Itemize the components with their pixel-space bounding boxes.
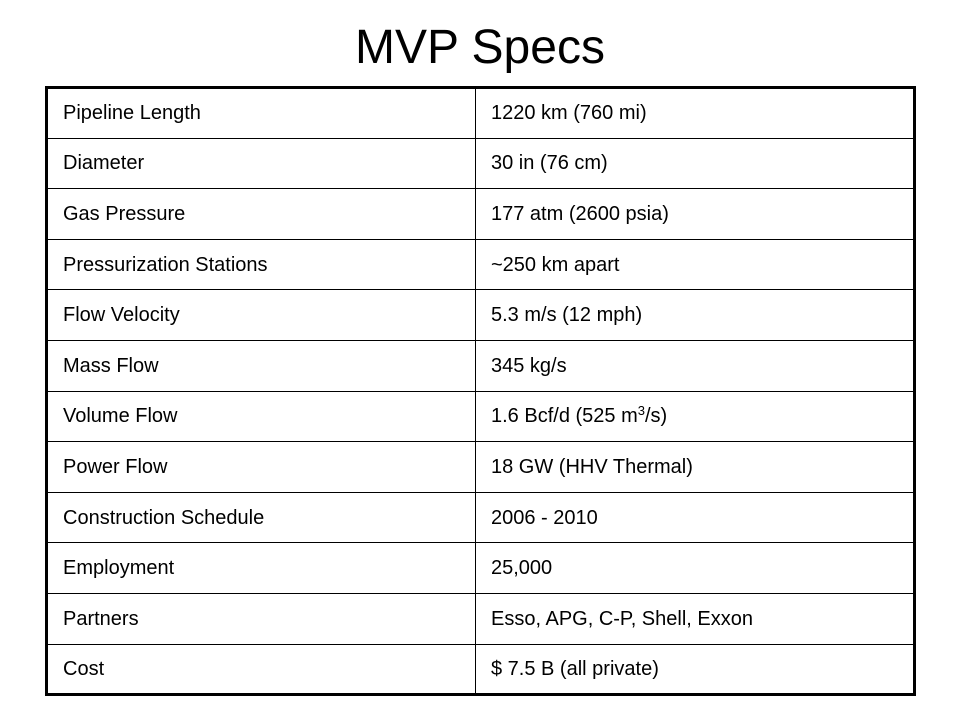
spec-label: Volume Flow <box>46 390 476 443</box>
spec-value: 18 GW (HHV Thermal) <box>475 441 915 493</box>
table-row: Diameter 30 in (76 cm) <box>46 137 915 190</box>
spec-label: Gas Pressure <box>46 188 476 240</box>
slide-title: MVP Specs <box>355 21 605 74</box>
superscript-exponent: 3 <box>637 403 645 419</box>
table-row: Mass Flow 345 kg/s <box>46 339 915 392</box>
table-row: Flow Velocity 5.3 m/s (12 mph) <box>46 289 915 341</box>
specs-table: Pipeline Length 1220 km (760 mi) Diamete… <box>45 86 916 697</box>
table-row: Power Flow 18 GW (HHV Thermal) <box>46 441 915 493</box>
spec-value: 1.6 Bcf/d (525 m3/s) <box>475 390 915 443</box>
spec-label: Employment <box>46 542 476 594</box>
table-row: Volume Flow 1.6 Bcf/d (525 m3/s) <box>46 390 915 443</box>
spec-label: Mass Flow <box>46 339 476 392</box>
spec-value: 2006 - 2010 <box>475 491 915 544</box>
spec-value: 177 atm (2600 psia) <box>475 188 915 240</box>
spec-value: 30 in (76 cm) <box>475 137 915 190</box>
table-row: Partners Esso, APG, C-P, Shell, Exxon <box>46 592 915 645</box>
table-row: Gas Pressure 177 atm (2600 psia) <box>46 188 915 240</box>
spec-value: 345 kg/s <box>475 339 915 392</box>
spec-label: Cost <box>46 643 476 696</box>
spec-label: Flow Velocity <box>46 289 476 341</box>
table-row: Pipeline Length 1220 km (760 mi) <box>46 87 915 139</box>
spec-value: 1220 km (760 mi) <box>475 87 915 139</box>
spec-label: Construction Schedule <box>46 491 476 544</box>
spec-value: 5.3 m/s (12 mph) <box>475 289 915 341</box>
spec-value-suffix: /s) <box>644 405 668 428</box>
table-row: Pressurization Stations ~250 km apart <box>46 238 915 291</box>
spec-label: Pipeline Length <box>46 87 476 139</box>
spec-value: ~250 km apart <box>475 238 915 291</box>
spec-value: 25,000 <box>475 542 915 594</box>
table-row: Employment 25,000 <box>46 542 915 594</box>
spec-value-text: 1.6 Bcf/d (525 m <box>491 405 638 428</box>
spec-value: Esso, APG, C-P, Shell, Exxon <box>475 592 915 645</box>
spec-label: Diameter <box>46 137 476 190</box>
spec-label: Partners <box>46 592 476 645</box>
spec-value: $ 7.5 B (all private) <box>475 643 915 696</box>
table-row: Cost $ 7.5 B (all private) <box>46 643 915 696</box>
table-row: Construction Schedule 2006 - 2010 <box>46 491 915 544</box>
spec-label: Pressurization Stations <box>46 238 476 291</box>
spec-label: Power Flow <box>46 441 476 493</box>
